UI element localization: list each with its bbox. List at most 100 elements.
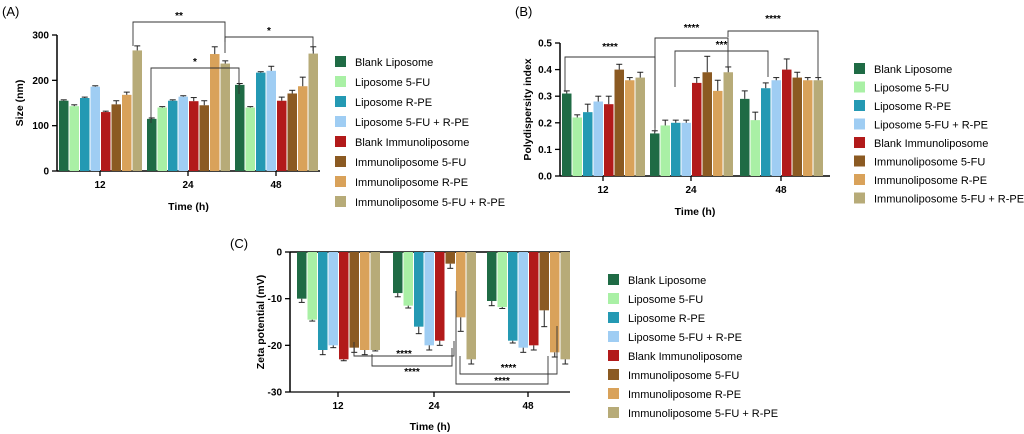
bar — [328, 252, 338, 346]
legend-swatch — [335, 96, 346, 107]
x-axis-title: Time (h) — [410, 421, 451, 433]
bar — [308, 53, 318, 171]
bar — [562, 93, 572, 176]
bar — [101, 112, 111, 171]
legend-swatch — [335, 156, 346, 167]
legend-swatch — [335, 116, 346, 127]
significance-bracket — [371, 348, 453, 367]
legend-label: Blank Liposome — [874, 64, 952, 76]
bar — [487, 252, 497, 301]
y-axis-title: Polydispersity index — [522, 58, 534, 160]
bar — [132, 50, 142, 172]
legend-label: Immunoliposome 5-FU + R-PE — [874, 194, 1024, 206]
significance-label: **** — [501, 363, 517, 374]
bar — [803, 80, 813, 176]
bar — [692, 82, 702, 176]
significance-label: **** — [404, 367, 420, 378]
legend-swatch — [608, 369, 619, 380]
panel-label: (B) — [515, 4, 532, 19]
bar — [456, 252, 466, 318]
y-tick-label: 200 — [32, 76, 49, 87]
legend-swatch — [608, 350, 619, 361]
bar — [593, 101, 603, 176]
bar — [761, 88, 771, 176]
legend-label: Blank Immunoliposome — [355, 137, 469, 149]
y-axis-title: Size (nm) — [14, 80, 26, 127]
bar — [681, 122, 691, 176]
bar — [199, 105, 209, 171]
bar — [245, 107, 255, 171]
legend-swatch — [335, 76, 346, 87]
significance-label: **** — [602, 42, 618, 53]
x-tick-label: 24 — [182, 180, 194, 191]
y-tick-label: 0 — [43, 167, 49, 178]
x-tick-label: 12 — [332, 401, 344, 412]
y-tick-label: 0.1 — [538, 145, 552, 156]
bar — [339, 252, 349, 360]
bar — [572, 117, 582, 176]
y-tick-label: -30 — [268, 388, 283, 399]
significance-bracket — [132, 21, 226, 53]
bar — [529, 252, 539, 346]
legend-label: Blank Liposome — [355, 57, 433, 69]
legend-label: Blank Liposome — [628, 275, 706, 287]
bar — [539, 252, 549, 311]
legend-label: Immunoliposome 5-FU — [355, 157, 466, 169]
bar — [277, 100, 287, 171]
bar — [69, 106, 79, 171]
bar — [59, 100, 69, 171]
legend-label: Immunoliposome 5-FU — [628, 370, 739, 382]
legend-label: Liposome 5-FU — [355, 77, 430, 89]
bar — [813, 80, 823, 176]
significance-label: **** — [765, 14, 781, 25]
legend-swatch — [608, 274, 619, 285]
y-tick-label: 100 — [32, 121, 49, 132]
x-tick-label: 24 — [685, 185, 697, 196]
legend-label: Liposome 5-FU — [628, 294, 703, 306]
bar — [235, 84, 245, 171]
bar — [625, 80, 635, 176]
legend-swatch — [854, 118, 865, 130]
bar — [723, 72, 733, 176]
significance-bracket — [150, 67, 240, 123]
bar — [370, 252, 380, 350]
x-tick-label: 12 — [597, 185, 609, 196]
significance-label: *** — [716, 40, 728, 51]
legend-label: Liposome 5-FU + R-PE — [874, 120, 988, 132]
bar — [287, 93, 297, 171]
significance-label: **** — [396, 349, 412, 360]
y-tick-label: -20 — [268, 341, 283, 352]
bar — [147, 118, 157, 171]
y-tick-label: -10 — [268, 294, 283, 305]
legend-swatch — [608, 293, 619, 304]
y-tick-label: 0.0 — [538, 172, 552, 183]
bar — [403, 252, 413, 306]
bar — [189, 101, 199, 171]
significance-bracket — [459, 326, 558, 375]
legend-label: Liposome 5-FU + R-PE — [355, 117, 469, 129]
y-tick-label: 0 — [276, 248, 282, 259]
legend-label: Liposome R-PE — [874, 101, 951, 113]
significance-label: **** — [494, 376, 510, 387]
bar — [90, 86, 100, 171]
significance-bracket — [455, 291, 549, 385]
legend-swatch — [854, 192, 865, 204]
bar — [80, 98, 90, 171]
legend-label: Liposome 5-FU + R-PE — [628, 332, 742, 344]
bar — [266, 70, 276, 171]
legend-swatch — [608, 407, 619, 418]
bar — [210, 54, 220, 171]
legend-label: Immunoliposome R-PE — [628, 389, 741, 401]
legend-label: Blank Immunoliposome — [628, 351, 742, 363]
y-tick-label: 0.2 — [538, 118, 552, 129]
x-tick-label: 12 — [94, 180, 106, 191]
x-tick-label: 48 — [522, 401, 534, 412]
x-axis-title: Time (h) — [168, 201, 209, 213]
legend-swatch — [854, 63, 865, 74]
significance-bracket — [353, 341, 455, 357]
legend-swatch — [854, 137, 865, 148]
legend-swatch — [335, 176, 346, 187]
bar — [713, 90, 723, 176]
bar — [583, 112, 593, 176]
